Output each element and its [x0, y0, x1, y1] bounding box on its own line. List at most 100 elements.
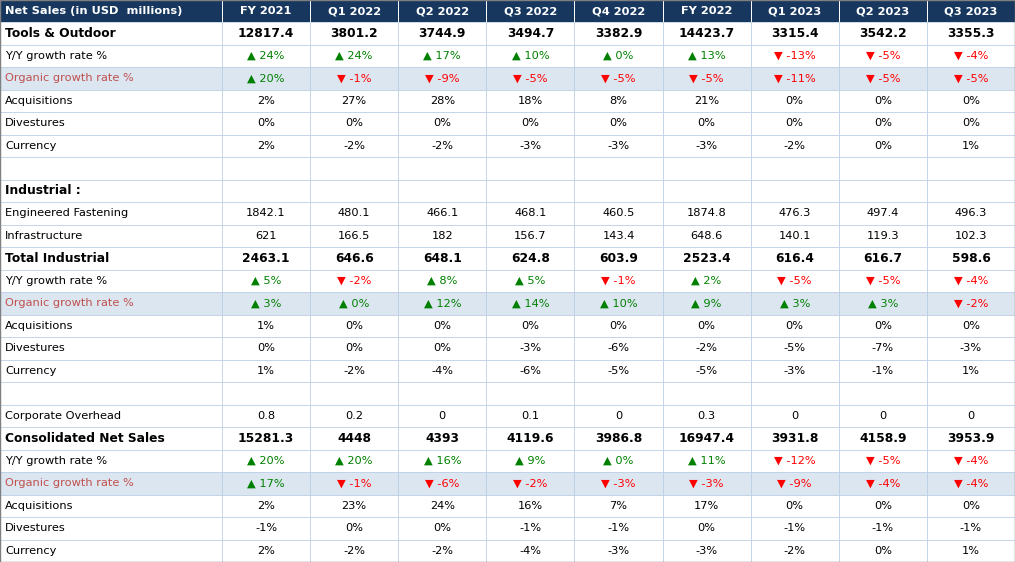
Text: Q1 2023: Q1 2023 — [768, 6, 821, 16]
Text: 0%: 0% — [257, 343, 275, 353]
Bar — [486, 0, 574, 22]
Text: 27%: 27% — [342, 96, 366, 106]
Bar — [0, 360, 222, 382]
Text: ▲ 20%: ▲ 20% — [248, 73, 285, 83]
Text: ▲ 9%: ▲ 9% — [516, 456, 546, 466]
Bar — [927, 22, 1015, 44]
Text: -1%: -1% — [872, 366, 894, 376]
Bar — [838, 67, 927, 89]
Bar — [927, 495, 1015, 517]
Bar — [222, 44, 311, 67]
Text: -1%: -1% — [960, 523, 982, 533]
Bar — [311, 202, 398, 224]
Bar — [751, 67, 838, 89]
Bar — [222, 224, 311, 247]
Bar — [574, 89, 663, 112]
Bar — [311, 22, 398, 44]
Text: 466.1: 466.1 — [426, 209, 459, 218]
Bar — [222, 134, 311, 157]
Text: 3986.8: 3986.8 — [595, 432, 642, 445]
Bar — [398, 270, 486, 292]
Text: ▼ -4%: ▼ -4% — [954, 51, 989, 61]
Text: 8%: 8% — [609, 96, 627, 106]
Bar — [574, 22, 663, 44]
Bar — [927, 450, 1015, 472]
Text: -6%: -6% — [520, 366, 541, 376]
Bar — [222, 337, 311, 360]
Bar — [574, 0, 663, 22]
Bar — [927, 247, 1015, 270]
Bar — [838, 517, 927, 540]
Bar — [0, 540, 222, 562]
Text: 0%: 0% — [697, 523, 716, 533]
Bar — [398, 224, 486, 247]
Text: 24%: 24% — [429, 501, 455, 511]
Bar — [574, 450, 663, 472]
Bar — [398, 202, 486, 224]
Bar — [0, 67, 222, 89]
Bar — [927, 67, 1015, 89]
Text: 0%: 0% — [786, 118, 804, 128]
Text: 1%: 1% — [962, 366, 979, 376]
Bar — [574, 292, 663, 315]
Bar — [222, 22, 311, 44]
Bar — [222, 67, 311, 89]
Text: 0.1: 0.1 — [522, 411, 539, 421]
Bar — [663, 89, 751, 112]
Text: 460.5: 460.5 — [602, 209, 634, 218]
Text: ▲ 13%: ▲ 13% — [688, 51, 726, 61]
Text: ▲ 2%: ▲ 2% — [691, 276, 722, 285]
Bar — [927, 112, 1015, 134]
Text: 646.6: 646.6 — [335, 252, 374, 265]
Bar — [663, 495, 751, 517]
Bar — [838, 472, 927, 495]
Bar — [838, 382, 927, 405]
Bar — [486, 112, 574, 134]
Bar — [838, 179, 927, 202]
Text: Net Sales (in USD  millions): Net Sales (in USD millions) — [5, 6, 183, 16]
Bar — [751, 270, 838, 292]
Text: ▲ 5%: ▲ 5% — [516, 276, 546, 285]
Bar — [222, 89, 311, 112]
Bar — [574, 360, 663, 382]
Bar — [838, 495, 927, 517]
Text: ▲ 20%: ▲ 20% — [248, 456, 285, 466]
Text: 4448: 4448 — [337, 432, 371, 445]
Bar — [311, 157, 398, 179]
Text: 0: 0 — [879, 411, 886, 421]
Bar — [0, 405, 222, 427]
Text: -3%: -3% — [695, 140, 718, 151]
Text: Q3 2022: Q3 2022 — [503, 6, 557, 16]
Bar — [927, 179, 1015, 202]
Text: Acquisitions: Acquisitions — [5, 501, 73, 511]
Text: 1%: 1% — [962, 546, 979, 556]
Text: -3%: -3% — [520, 343, 541, 353]
Bar — [398, 44, 486, 67]
Bar — [663, 179, 751, 202]
Text: ▲ 11%: ▲ 11% — [688, 456, 726, 466]
Bar — [751, 517, 838, 540]
Bar — [222, 315, 311, 337]
Bar — [0, 517, 222, 540]
Bar — [838, 427, 927, 450]
Bar — [398, 292, 486, 315]
Text: 0%: 0% — [257, 118, 275, 128]
Bar — [222, 472, 311, 495]
Text: 0.3: 0.3 — [697, 411, 716, 421]
Text: 1%: 1% — [257, 321, 275, 331]
Bar — [927, 472, 1015, 495]
Text: 468.1: 468.1 — [515, 209, 546, 218]
Text: Divestures: Divestures — [5, 118, 66, 128]
Text: 17%: 17% — [694, 501, 720, 511]
Text: ▲ 9%: ▲ 9% — [691, 298, 722, 308]
Bar — [574, 405, 663, 427]
Text: 14423.7: 14423.7 — [679, 27, 735, 40]
Bar — [751, 495, 838, 517]
Text: ▼ -9%: ▼ -9% — [425, 73, 460, 83]
Bar — [751, 427, 838, 450]
Bar — [838, 202, 927, 224]
Bar — [222, 202, 311, 224]
Bar — [838, 112, 927, 134]
Text: ▲ 10%: ▲ 10% — [512, 51, 549, 61]
Bar — [398, 450, 486, 472]
